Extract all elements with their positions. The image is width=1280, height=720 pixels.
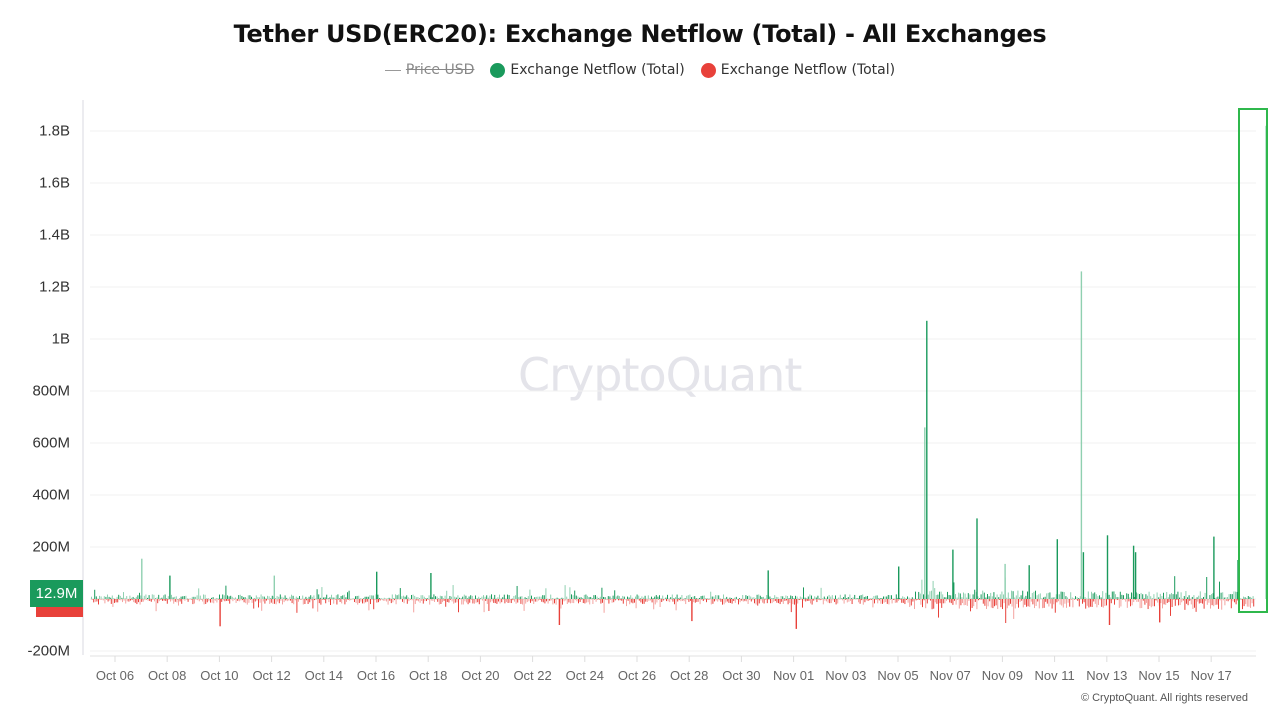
x-tick-label: Nov 13 <box>1086 668 1128 683</box>
x-tick-label: Oct 22 <box>513 668 552 683</box>
legend-item-netflow-negative[interactable]: Exchange Netflow (Total) <box>700 62 896 78</box>
red-dot-icon <box>700 62 716 78</box>
watermark: CryptoQuant <box>518 348 802 402</box>
x-tick-label: Nov 01 <box>772 668 815 683</box>
x-tick-label: Oct 30 <box>722 668 761 683</box>
y-tick-label: 400M <box>32 486 70 504</box>
x-tick-label: Oct 16 <box>356 668 396 683</box>
highlight-annotation-box <box>1238 108 1268 613</box>
x-tick-label: Oct 06 <box>95 668 135 683</box>
x-tick-label: Oct 12 <box>252 668 291 683</box>
y-tick-label: 1.2B <box>39 278 70 296</box>
current-value-badge-negative <box>36 607 83 617</box>
x-tick-label: Nov 09 <box>981 668 1023 683</box>
line-icon <box>384 69 401 71</box>
legend-item-netflow-positive[interactable]: Exchange Netflow (Total) <box>490 62 685 78</box>
legend-item-price-usd[interactable]: Price USD <box>384 62 475 78</box>
x-tick-label: Nov 15 <box>1138 668 1180 683</box>
y-tick-label: 200M <box>32 538 70 556</box>
legend-label: Exchange Netflow (Total) <box>720 62 896 78</box>
x-tick-label: Nov 11 <box>1034 668 1075 683</box>
x-tick-label: Nov 07 <box>929 668 971 683</box>
current-value-badge: 12.9M <box>30 580 83 607</box>
x-tick-label: Oct 28 <box>670 668 709 683</box>
x-tick-label: Oct 26 <box>617 668 657 683</box>
x-tick-label: Nov 05 <box>877 668 919 683</box>
x-tick-label: Oct 18 <box>409 668 448 683</box>
y-tick-label: 1.4B <box>39 226 70 244</box>
x-tick-label: Oct 24 <box>565 668 604 683</box>
y-tick-label: 1B <box>51 330 70 348</box>
x-tick-label: Nov 17 <box>1190 668 1232 683</box>
copyright: © CryptoQuant. All rights reserved <box>1080 692 1248 704</box>
legend: Price USD Exchange Netflow (Total) Excha… <box>0 62 1280 78</box>
y-tick-label: 800M <box>32 382 70 400</box>
y-tick-label: 1.8B <box>39 122 70 140</box>
chart-title: Tether USD(ERC20): Exchange Netflow (Tot… <box>233 20 1047 48</box>
x-tick-label: Nov 03 <box>825 668 867 683</box>
legend-label: Exchange Netflow (Total) <box>510 62 685 78</box>
y-tick-label: 600M <box>32 434 70 452</box>
x-tick-label: Oct 10 <box>200 668 239 683</box>
green-dot-icon <box>490 62 506 78</box>
legend-label: Price USD <box>405 62 475 78</box>
x-tick-label: Oct 14 <box>304 668 343 683</box>
y-tick-label: 1.6B <box>39 174 70 192</box>
x-tick-label: Oct 20 <box>461 668 500 683</box>
x-tick-label: Oct 08 <box>148 668 187 683</box>
y-tick-label: -200M <box>27 642 70 660</box>
